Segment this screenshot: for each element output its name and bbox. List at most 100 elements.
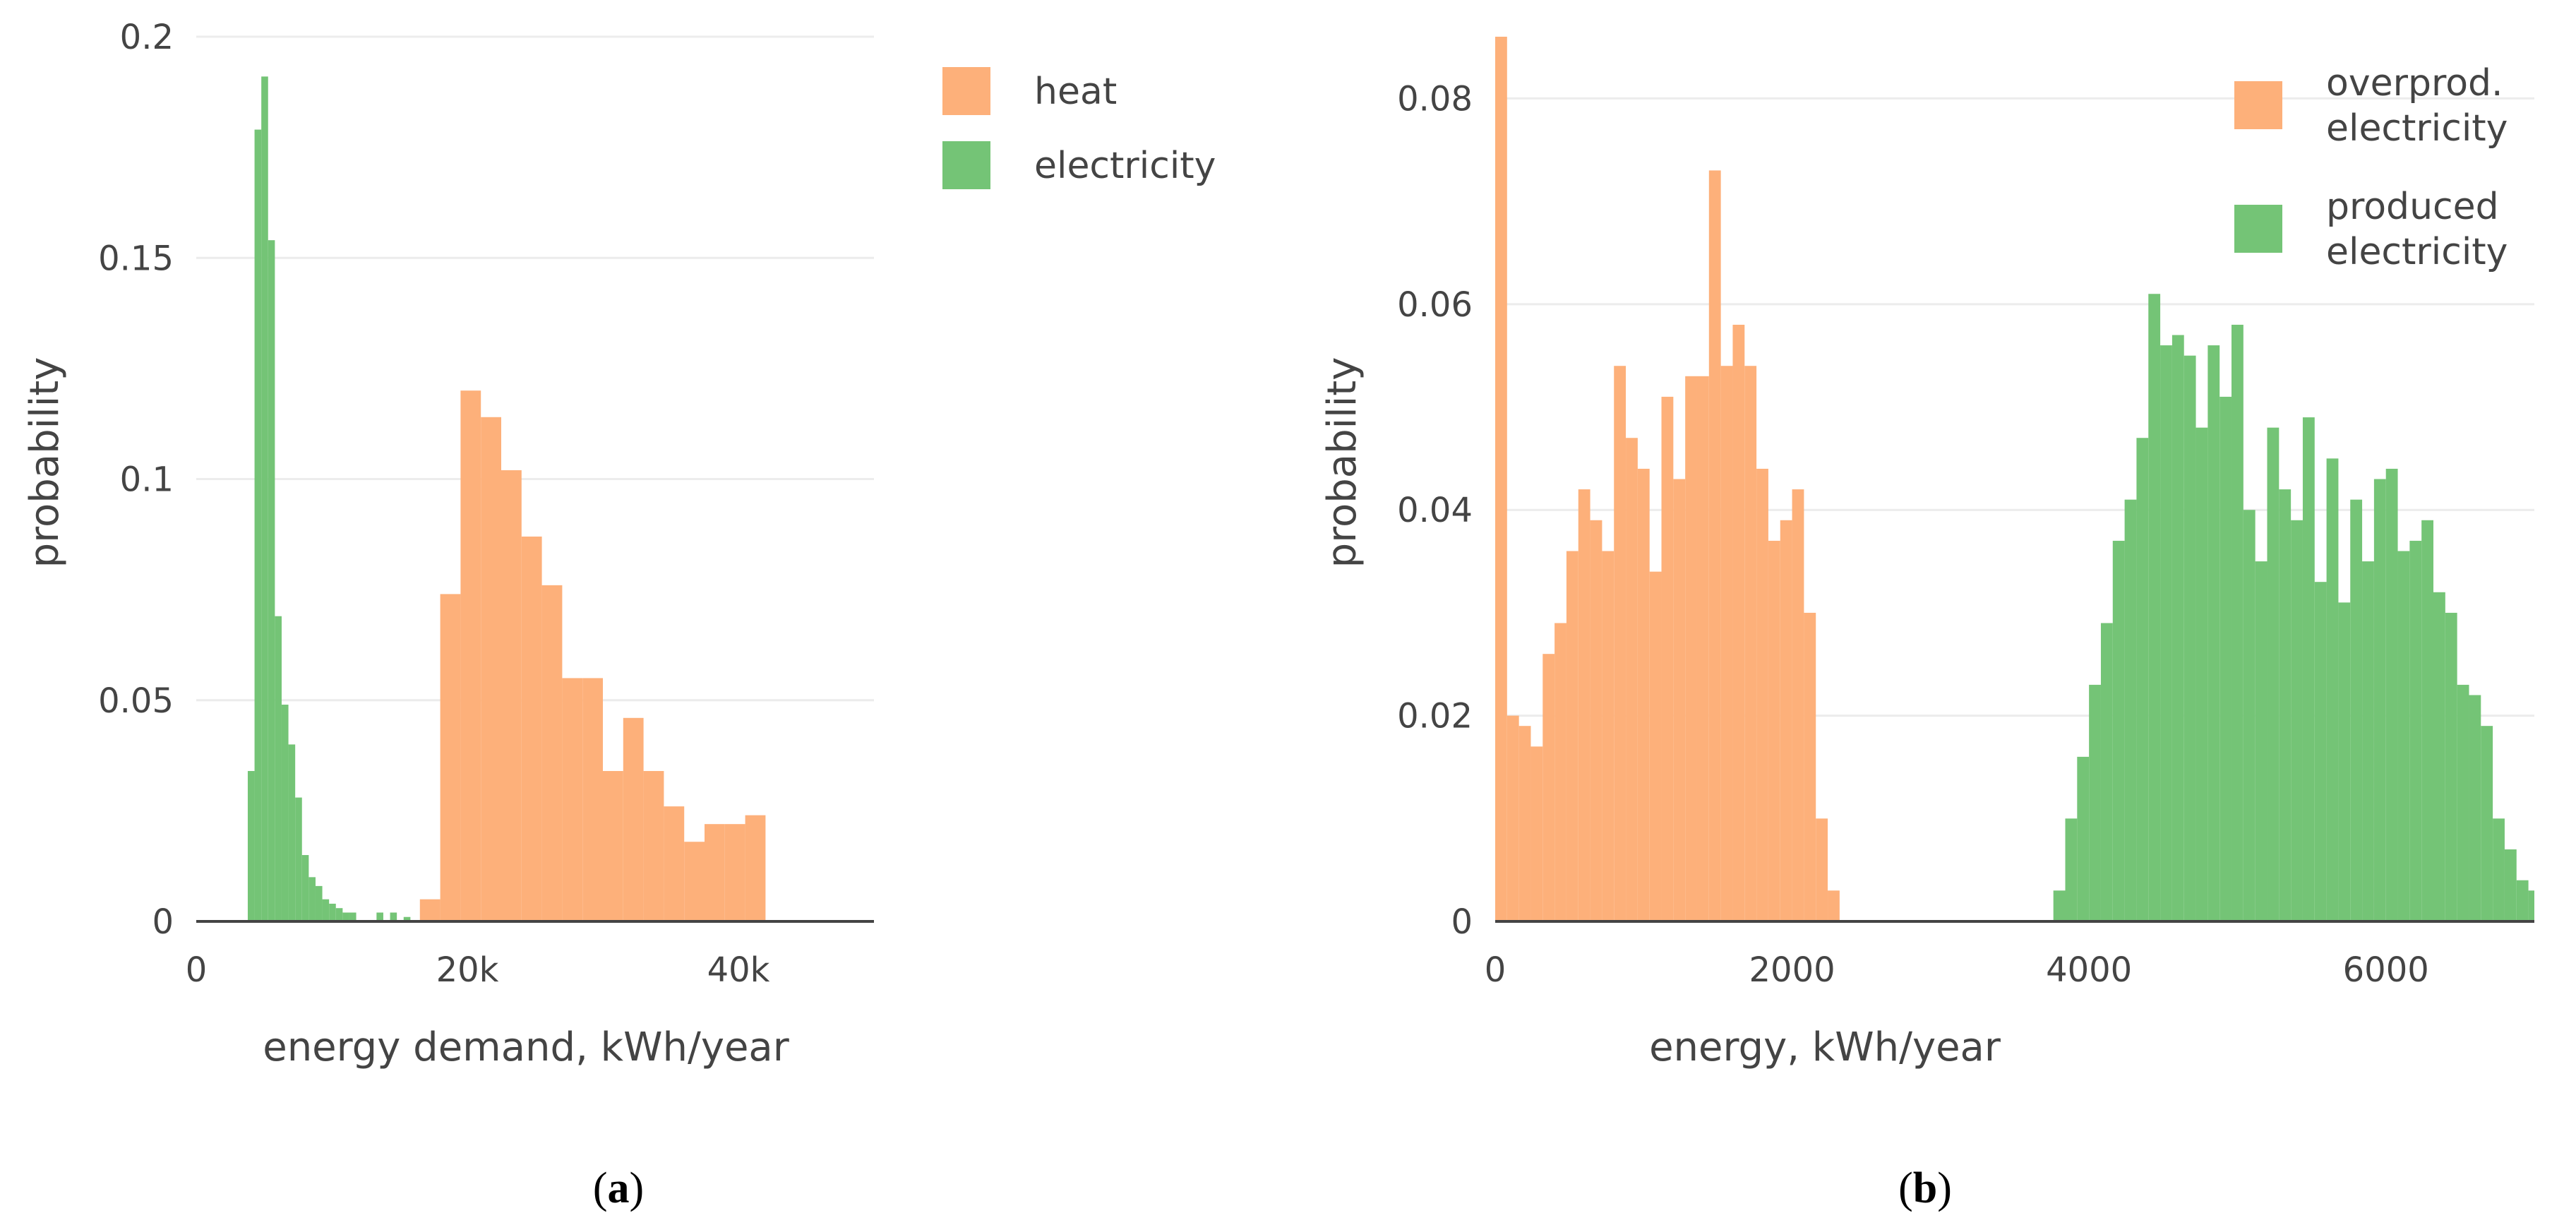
caption-b-letter: b xyxy=(1913,1164,1937,1212)
bar-b-s1-22 xyxy=(2314,582,2327,921)
ticks-b: 0 0.02 0.04 0.06 0.08 0 2000 4000 6000 xyxy=(1397,79,2429,990)
caption-a-close: ) xyxy=(630,1164,645,1212)
legend-swatch-b-1 xyxy=(2234,205,2282,253)
bar-a-s0-3 xyxy=(481,417,501,921)
caption-a: (a) xyxy=(593,1164,644,1212)
bar-b-s1-5 xyxy=(2112,540,2125,921)
legend-swatch-a-0 xyxy=(942,67,990,115)
bar-a-s1-4 xyxy=(275,616,282,921)
bar-a-s1-5 xyxy=(281,705,289,921)
bar-a-s1-3 xyxy=(268,240,275,921)
bar-b-s0-18 xyxy=(1708,170,1721,921)
legend-swatch-a-1 xyxy=(942,141,990,189)
bar-b-s0-6 xyxy=(1566,551,1578,921)
bar-a-s0-4 xyxy=(501,470,522,921)
bar-b-s0-15 xyxy=(1673,479,1686,921)
bar-b-s1-35 xyxy=(2469,695,2481,921)
bar-a-s1-0 xyxy=(247,770,255,921)
bar-b-s0-17 xyxy=(1696,376,1709,921)
bar-b-s1-29 xyxy=(2397,551,2410,921)
bar-a-s0-8 xyxy=(582,678,603,921)
bars-a xyxy=(247,76,766,922)
bar-b-s1-23 xyxy=(2326,458,2339,921)
ticks-a: 0 0.05 0.1 0.15 0.2 0 20k 40k xyxy=(98,18,770,990)
legend-swatch-b-0 xyxy=(2234,81,2282,129)
bar-b-s1-32 xyxy=(2433,592,2445,921)
bar-b-s0-9 xyxy=(1602,551,1615,921)
legend-b: overprod. electricity produced electricity xyxy=(2234,62,2508,273)
bar-a-s0-10 xyxy=(623,717,644,921)
bar-b-s0-16 xyxy=(1685,376,1697,921)
bar-a-s1-9 xyxy=(308,877,316,921)
bar-b-s1-20 xyxy=(2291,520,2303,921)
bar-b-s1-30 xyxy=(2409,540,2422,921)
x-tick-label-b-2: 4000 xyxy=(2046,950,2132,990)
caption-a-open: ( xyxy=(593,1164,608,1212)
bar-b-s1-1 xyxy=(2065,818,2078,921)
y-tick-label-a-4: 0.2 xyxy=(120,18,174,57)
bar-b-s1-19 xyxy=(2279,489,2292,921)
chart-panel-b: 0 0.02 0.04 0.06 0.08 0 2000 4000 6000 energy, k… xyxy=(1319,37,2534,1070)
bar-a-s0-2 xyxy=(460,390,481,921)
legend-a: heat electricity xyxy=(942,67,1216,189)
bar-a-s1-7 xyxy=(295,797,302,921)
x-tick-label-b-1: 2000 xyxy=(1749,950,1835,990)
bar-a-s1-1 xyxy=(254,129,262,922)
bars-b xyxy=(1495,37,2534,922)
bar-b-s0-22 xyxy=(1756,468,1768,921)
bar-a-s1-19 xyxy=(376,912,383,921)
bar-b-s1-33 xyxy=(2445,612,2457,921)
bar-b-s1-4 xyxy=(2100,623,2113,921)
x-tick-label-a-0: 0 xyxy=(186,950,208,990)
bar-b-s1-40 xyxy=(2528,890,2534,921)
bar-b-s1-9 xyxy=(2160,345,2172,921)
y-tick-label-b-2: 0.04 xyxy=(1397,491,1473,530)
bar-a-s1-23 xyxy=(403,916,411,921)
bar-a-s1-2 xyxy=(261,76,268,921)
bar-b-s1-36 xyxy=(2481,726,2493,921)
bar-b-s1-6 xyxy=(2124,499,2137,921)
bar-a-s0-5 xyxy=(521,536,542,921)
bar-b-s1-12 xyxy=(2195,427,2208,921)
bar-b-s1-2 xyxy=(2077,756,2090,921)
bar-a-s0-16 xyxy=(745,815,766,921)
caption-b-close: ) xyxy=(1937,1164,1952,1212)
bar-a-s0-13 xyxy=(684,842,705,921)
x-axis-title-a: energy demand, kWh/year xyxy=(263,1024,790,1070)
bar-b-s1-26 xyxy=(2362,561,2374,921)
bar-b-s1-7 xyxy=(2136,438,2149,921)
bar-b-s1-28 xyxy=(2385,468,2398,921)
bar-b-s0-11 xyxy=(1626,438,1638,921)
caption-b-open: ( xyxy=(1898,1164,1913,1212)
bar-a-s1-8 xyxy=(301,855,309,921)
caption-b: (b) xyxy=(1898,1164,1952,1212)
bar-b-s0-13 xyxy=(1649,571,1662,921)
bar-a-s1-12 xyxy=(329,903,336,921)
bar-b-s1-34 xyxy=(2457,684,2469,921)
bar-b-s0-20 xyxy=(1732,324,1745,921)
bar-b-s0-27 xyxy=(1816,818,1828,921)
x-tick-label-a-1: 20k xyxy=(436,950,499,990)
bar-a-s0-11 xyxy=(643,770,664,921)
bar-b-s0-3 xyxy=(1530,746,1543,921)
bar-b-s1-17 xyxy=(2255,561,2268,921)
bar-b-s1-39 xyxy=(2516,880,2529,921)
bar-b-s1-0 xyxy=(2053,890,2066,921)
bar-b-s0-10 xyxy=(1614,366,1627,921)
bar-b-s0-23 xyxy=(1768,540,1780,921)
bar-b-s0-19 xyxy=(1720,366,1733,921)
bar-b-s1-16 xyxy=(2243,510,2256,921)
y-tick-label-a-0: 0 xyxy=(152,902,174,942)
y-tick-label-b-0: 0 xyxy=(1451,902,1473,942)
bar-b-s0-8 xyxy=(1590,520,1602,921)
bar-b-s1-8 xyxy=(2148,294,2161,922)
bar-a-s1-21 xyxy=(390,912,397,921)
y-tick-label-a-2: 0.1 xyxy=(120,460,174,500)
y-tick-label-b-1: 0.02 xyxy=(1397,697,1473,736)
bar-b-s0-21 xyxy=(1744,366,1757,921)
bar-b-s0-24 xyxy=(1780,520,1792,921)
bar-a-s1-15 xyxy=(349,912,357,921)
bar-b-s0-26 xyxy=(1804,612,1816,921)
bar-b-s1-11 xyxy=(2183,355,2196,921)
